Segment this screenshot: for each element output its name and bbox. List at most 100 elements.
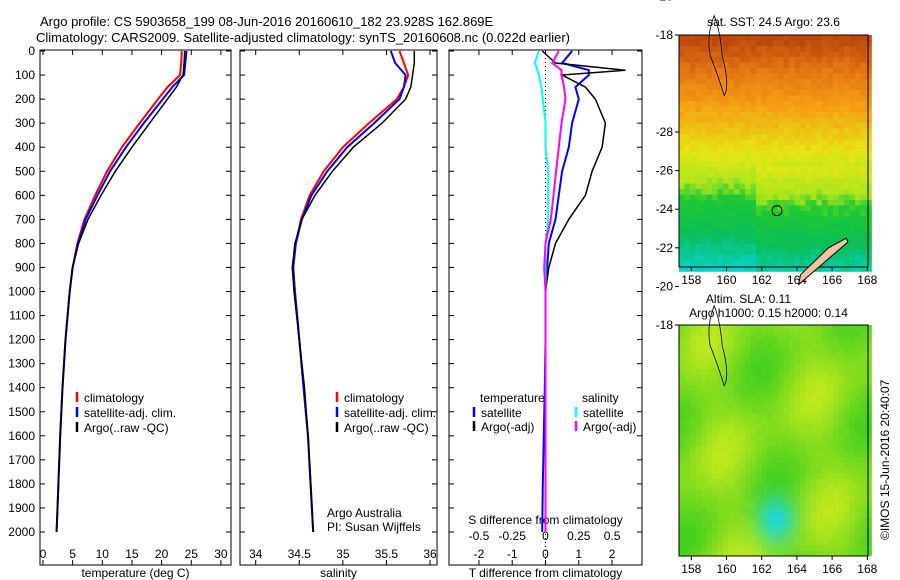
map-cell	[855, 402, 861, 408]
map-cell	[679, 79, 685, 85]
map-cell	[750, 249, 757, 256]
map-cell	[855, 134, 861, 140]
map-cell	[684, 396, 691, 403]
map-cell	[805, 501, 812, 507]
map-cell	[827, 523, 834, 529]
map-cell	[783, 468, 790, 474]
map-cell	[838, 446, 845, 452]
map-cell	[745, 189, 751, 195]
map-cell	[750, 200, 757, 206]
map-cell	[695, 374, 702, 381]
map-cell	[844, 62, 850, 69]
map-cell	[816, 145, 823, 151]
map-cell	[866, 35, 872, 41]
map-cell	[712, 233, 718, 239]
map-cell	[816, 325, 823, 331]
map-cell	[849, 79, 856, 85]
map-cell	[811, 539, 817, 546]
y-tick-label: 100	[15, 68, 35, 82]
map-cell	[822, 407, 828, 414]
map-cell	[827, 101, 834, 107]
map-cell	[728, 266, 735, 272]
map-cell	[679, 145, 685, 151]
map-cell	[695, 200, 702, 206]
map-cell	[789, 363, 795, 370]
map-cell	[706, 68, 713, 74]
map-cell	[794, 189, 801, 195]
map-cell	[745, 260, 751, 267]
map-cell	[756, 216, 762, 223]
map-cell	[723, 528, 729, 535]
map-cell	[712, 150, 718, 157]
map-cell	[739, 385, 746, 392]
map-cell	[717, 424, 724, 430]
map-cell	[701, 62, 707, 69]
map-cell	[690, 90, 696, 96]
map-cell	[827, 134, 834, 140]
map-cell	[750, 446, 757, 452]
map-cell	[778, 462, 784, 469]
map-cell	[712, 249, 718, 256]
map-cell	[805, 216, 812, 223]
map-cell	[756, 534, 762, 540]
map-cell	[855, 413, 861, 419]
map-sst: -18-20-22-24-26-28158160162164166168sat.…	[656, 0, 878, 287]
map-cell	[750, 106, 757, 113]
map-cell	[756, 396, 762, 403]
map-cell	[855, 363, 861, 370]
map-cell	[706, 178, 713, 184]
map-cell	[706, 194, 713, 201]
map-cell	[849, 255, 856, 261]
map-cell	[690, 51, 696, 58]
map-cell	[739, 189, 746, 195]
map-cell	[745, 128, 751, 135]
map-cell	[679, 249, 685, 256]
map-cell	[844, 90, 850, 96]
map-cell	[706, 101, 713, 107]
map-cell	[767, 244, 773, 250]
map-cell	[728, 233, 735, 239]
map-cell	[838, 233, 845, 239]
map-cell	[772, 189, 779, 195]
map-cell	[739, 358, 746, 364]
map-cell	[739, 145, 746, 151]
map-cell	[822, 40, 828, 47]
map-cell	[844, 255, 850, 261]
map-cell	[783, 172, 790, 179]
map-cell	[728, 385, 735, 392]
x-tick-label: 36	[423, 547, 437, 561]
map-cell	[723, 139, 729, 146]
map-cell	[794, 222, 801, 228]
map-cell	[750, 238, 757, 245]
map-cell	[849, 145, 856, 151]
map-cell	[833, 150, 839, 157]
map-cell	[745, 139, 751, 146]
map-cell	[827, 484, 834, 491]
map-cell	[838, 479, 845, 485]
map-cell	[844, 352, 850, 359]
map-cell	[701, 189, 707, 195]
map-cell	[805, 506, 812, 513]
map-cell	[679, 95, 685, 102]
map-cell	[783, 550, 790, 557]
map-cell	[706, 523, 713, 529]
map-cell	[816, 112, 823, 118]
map-cell	[855, 369, 861, 375]
map-cell	[783, 402, 790, 408]
map-cell	[805, 260, 812, 267]
map-cell	[827, 227, 834, 234]
map-cell	[695, 178, 702, 184]
map-cell	[794, 62, 801, 69]
map-cell	[827, 260, 834, 267]
map-cell	[717, 413, 724, 419]
x-tick-label: -2	[474, 547, 485, 561]
map-cell	[822, 396, 828, 403]
map-cell	[844, 336, 850, 342]
map-cell	[750, 211, 757, 217]
map-cell	[800, 95, 806, 102]
map-lat-label: -18	[656, 28, 674, 42]
map-cell	[761, 233, 768, 239]
map-cell	[717, 79, 724, 85]
map-cell	[679, 46, 685, 52]
x-tick-label: 34	[249, 547, 263, 561]
